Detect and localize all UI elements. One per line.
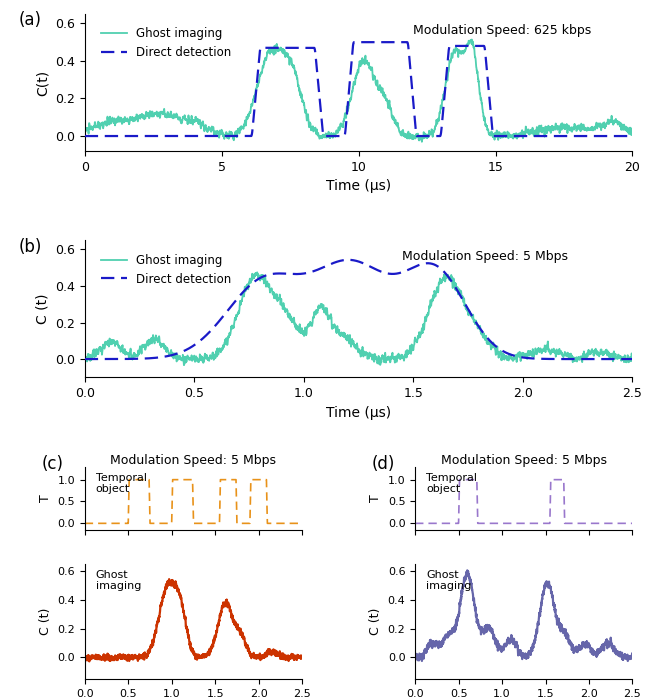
Direct detection	[559, 355, 567, 363]
Ghost imaging	[291, 321, 299, 330]
Ghost imaging	[618, 120, 626, 129]
Text: (c): (c)	[41, 455, 63, 473]
Y-axis label: T: T	[39, 494, 52, 502]
Ghost imaging	[143, 109, 151, 118]
Line: Direct detection: Direct detection	[85, 260, 632, 359]
Direct detection	[291, 43, 299, 52]
Direct detection	[344, 256, 352, 264]
Ghost imaging	[176, 113, 184, 121]
Line: Ghost imaging: Ghost imaging	[85, 272, 632, 365]
Direct detection	[350, 38, 358, 46]
Text: Modulation Speed: 625 kbps: Modulation Speed: 625 kbps	[413, 24, 591, 36]
Ghost imaging	[81, 127, 89, 135]
Text: Temporal
object: Temporal object	[426, 473, 477, 494]
Direct detection	[143, 354, 151, 363]
Ghost imaging	[81, 354, 89, 362]
Ghost imaging	[315, 304, 323, 313]
Direct detection	[81, 132, 89, 140]
Ghost imaging	[629, 356, 636, 364]
Direct detection	[176, 132, 184, 140]
Legend: Ghost imaging, Direct detection: Ghost imaging, Direct detection	[96, 249, 236, 290]
Ghost imaging	[468, 35, 476, 43]
Direct detection	[618, 132, 626, 140]
Direct detection	[315, 83, 323, 91]
Y-axis label: T: T	[369, 494, 382, 502]
Text: Ghost
imaging: Ghost imaging	[96, 570, 141, 592]
Text: Modulation Speed: 5 Mbps: Modulation Speed: 5 Mbps	[402, 250, 569, 263]
Ghost imaging	[180, 361, 188, 370]
Y-axis label: C(t): C(t)	[35, 69, 50, 96]
Title: Modulation Speed: 5 Mbps: Modulation Speed: 5 Mbps	[110, 454, 276, 466]
Ghost imaging	[291, 66, 299, 74]
Y-axis label: C (t): C (t)	[369, 608, 382, 635]
Text: (b): (b)	[19, 237, 42, 256]
X-axis label: Time (μs): Time (μs)	[326, 179, 391, 193]
Text: (a): (a)	[19, 11, 42, 29]
Line: Ghost imaging: Ghost imaging	[85, 39, 632, 142]
Ghost imaging	[418, 138, 426, 146]
Ghost imaging	[559, 122, 567, 131]
Direct detection	[629, 132, 636, 140]
Ghost imaging	[559, 352, 567, 361]
Line: Direct detection: Direct detection	[85, 42, 632, 136]
Title: Modulation Speed: 5 Mbps: Modulation Speed: 5 Mbps	[441, 454, 607, 466]
Ghost imaging	[315, 132, 323, 141]
Direct detection	[559, 132, 567, 140]
Direct detection	[291, 270, 299, 279]
X-axis label: Time (μs): Time (μs)	[326, 405, 391, 419]
Text: (d): (d)	[372, 455, 395, 473]
Ghost imaging	[176, 351, 184, 360]
Ghost imaging	[143, 337, 151, 346]
Direct detection	[81, 355, 89, 363]
Text: Ghost
imaging: Ghost imaging	[426, 570, 471, 592]
Text: Temporal
object: Temporal object	[96, 473, 147, 494]
Y-axis label: C (t): C (t)	[35, 293, 50, 324]
Ghost imaging	[629, 126, 636, 134]
Direct detection	[176, 349, 184, 357]
Direct detection	[618, 355, 626, 363]
Ghost imaging	[618, 354, 626, 362]
Direct detection	[143, 132, 151, 140]
Ghost imaging	[253, 268, 261, 277]
Y-axis label: C (t): C (t)	[38, 608, 52, 635]
Direct detection	[629, 355, 636, 363]
Legend: Ghost imaging, Direct detection: Ghost imaging, Direct detection	[96, 22, 236, 64]
Direct detection	[315, 265, 323, 274]
